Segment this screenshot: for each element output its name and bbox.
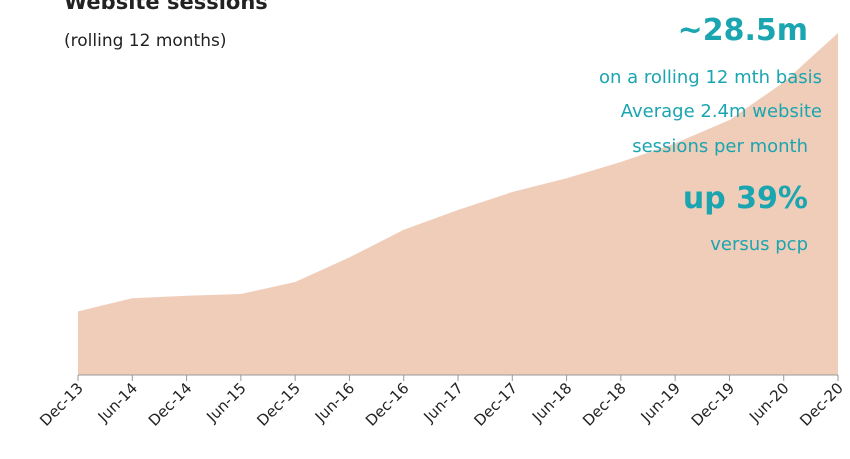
x-tick-label: Dec-16 [362,379,413,430]
x-tick-label: Jun-17 [419,379,466,426]
x-tick-label: Jun-19 [637,379,684,426]
chart-title: Website sessions [64,0,268,14]
x-tick-label: Dec-20 [796,379,847,430]
x-tick-label: Jun-18 [528,379,575,426]
x-tick-label: Dec-14 [145,379,196,430]
annotation: versus pcp [710,234,808,255]
chart-subtitle: (rolling 12 months) [64,31,227,51]
x-tick-label: Dec-15 [253,379,304,430]
annotation: on a rolling 12 mth basis [599,67,822,88]
x-tick-label: Dec-19 [688,379,739,430]
area [78,33,838,375]
x-tick-label: Jun-16 [311,379,358,426]
x-tick-label: Dec-17 [471,379,522,430]
annotation: ~28.5m [678,13,808,48]
x-tick-label: Jun-14 [94,379,141,426]
annotation: sessions per month [632,136,808,157]
x-tick-label: Dec-13 [36,379,87,430]
annotation: Average 2.4m website [621,101,822,122]
x-tick-label: Jun-15 [202,379,249,426]
x-tick-label: Jun-20 [745,379,792,426]
x-tick-label: Dec-18 [579,379,630,430]
annotation: up 39% [683,181,808,216]
